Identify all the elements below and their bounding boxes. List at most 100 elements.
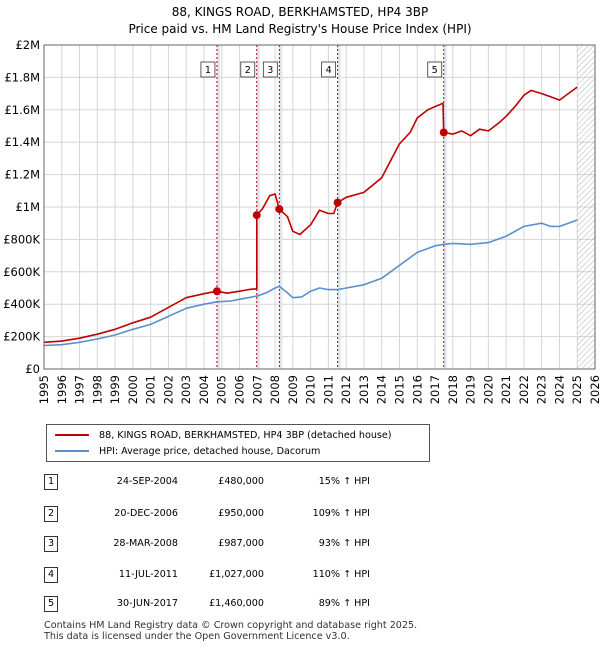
y-tick-label: £1.4M: [4, 135, 40, 149]
x-tick-label: 1997: [73, 375, 87, 404]
y-tick-label: £200K: [3, 330, 40, 344]
hpi-line: [44, 219, 578, 347]
x-tick-label: 2009: [286, 375, 300, 404]
property-price-line: [44, 86, 578, 344]
sale-number-label: 5: [432, 65, 438, 76]
legend-item-hpi: HPI: Average price, detached house, Daco…: [55, 446, 320, 457]
sale-point: [333, 198, 342, 207]
sale-number-label: 4: [326, 65, 332, 76]
y-tick-label: £1M: [15, 200, 40, 214]
sale-price: £987,000: [218, 538, 264, 549]
sale-number-box: [240, 61, 256, 78]
sale-number-box: [200, 61, 216, 78]
x-tick-label: 2025: [570, 375, 584, 404]
x-tick-label: 2017: [428, 375, 442, 404]
sale-band: [443, 45, 447, 369]
forecast-region: [577, 45, 595, 369]
series-group: [44, 86, 578, 347]
y-tick-label: £400K: [3, 297, 40, 311]
x-tick-label: 1999: [108, 375, 122, 404]
legend-label-hpi: HPI: Average price, detached house, Daco…: [99, 446, 321, 457]
sale-number-label: 1: [205, 65, 211, 76]
plot-frame: [43, 44, 596, 370]
sale-number-label: 2: [245, 65, 251, 76]
x-tick-label: 2014: [375, 375, 389, 404]
y-tick-label: £0: [25, 362, 40, 376]
footer-attribution: Contains HM Land Registry data © Crown c…: [44, 620, 417, 642]
sale-hpi-change: 110% ↑ HPI: [312, 569, 370, 580]
x-tick-label: 2008: [268, 375, 282, 404]
sale-point: [252, 211, 261, 220]
y-tick-label: £2M: [15, 38, 40, 52]
sale-date: 30-JUN-2017: [116, 598, 178, 609]
sale-point: [275, 205, 284, 214]
sale-point: [439, 128, 448, 137]
x-tick-label: 1996: [55, 375, 69, 404]
x-tick-label: 2007: [250, 375, 264, 404]
sale-band: [337, 45, 341, 369]
x-tick-label: 2026: [588, 375, 600, 404]
sale-hpi-change: 93% ↑ HPI: [318, 538, 370, 549]
x-tick-label: 2016: [410, 375, 424, 404]
x-tick-label: 2020: [481, 375, 495, 404]
sale-number-box: [427, 61, 443, 78]
y-tick-label: £600K: [3, 265, 40, 279]
chart-title: 88, KINGS ROAD, BERKHAMSTED, HP4 3BP: [172, 5, 428, 19]
chart-subtitle: Price paid vs. HM Land Registry's House …: [128, 22, 471, 36]
sale-number-badge: 5: [44, 596, 58, 612]
x-tick-label: 2012: [339, 375, 353, 404]
x-tick-label: 2021: [499, 375, 513, 404]
x-tick-label: 2002: [161, 375, 175, 404]
x-tick-label: 2015: [392, 375, 406, 404]
x-tick-label: 2018: [446, 375, 460, 404]
y-tick-label: £1.6M: [4, 103, 40, 117]
sale-date: 11-JUL-2011: [118, 569, 178, 580]
sale-price: £480,000: [218, 476, 264, 487]
x-tick-label: 2013: [357, 375, 371, 404]
sale-band: [216, 45, 220, 369]
sale-number-badge: 4: [44, 567, 58, 583]
legend-label-property: 88, KINGS ROAD, BERKHAMSTED, HP4 3BP (de…: [99, 430, 392, 441]
table-row: 1 24-SEP-2004 £480,000 15% ↑ HPI: [44, 474, 444, 490]
x-tick-label: 2023: [535, 375, 549, 404]
x-tick-label: 1998: [90, 375, 104, 404]
x-tick-label: 1995: [37, 375, 51, 404]
y-tick-label: £1.8M: [4, 70, 40, 84]
price-chart: 88, KINGS ROAD, BERKHAMSTED, HP4 3BP Pri…: [3, 5, 600, 404]
sale-date: 24-SEP-2004: [116, 476, 178, 487]
table-row: 5 30-JUN-2017 £1,460,000 89% ↑ HPI: [44, 596, 444, 612]
x-tick-label: 2022: [517, 375, 531, 404]
x-tick-label: 2003: [179, 375, 193, 404]
sale-number-box: [262, 61, 278, 78]
x-tick-label: 2004: [197, 375, 211, 404]
legend-swatch-hpi: [55, 450, 89, 452]
sale-number-label: 3: [267, 65, 273, 76]
table-row: 3 28-MAR-2008 £987,000 93% ↑ HPI: [44, 536, 444, 552]
sale-date: 28-MAR-2008: [113, 538, 178, 549]
sale-price: £1,460,000: [209, 598, 264, 609]
y-tick-label: £1.2M: [4, 168, 40, 182]
sale-point: [212, 287, 221, 296]
legend-swatch-property: [55, 434, 89, 436]
x-tick-label: 2024: [552, 375, 566, 404]
chart-legend: 88, KINGS ROAD, BERKHAMSTED, HP4 3BP (de…: [46, 424, 430, 462]
table-row: 2 20-DEC-2006 £950,000 109% ↑ HPI: [44, 506, 444, 522]
sale-date: 20-DEC-2006: [114, 508, 178, 519]
x-tick-label: 2006: [233, 375, 247, 404]
x-tick-label: 2011: [321, 375, 335, 404]
sale-number-badge: 3: [44, 536, 58, 552]
sale-hpi-change: 109% ↑ HPI: [312, 508, 370, 519]
legend-item-property: 88, KINGS ROAD, BERKHAMSTED, HP4 3BP (de…: [55, 430, 392, 441]
sale-hpi-change: 15% ↑ HPI: [318, 476, 370, 487]
x-tick-label: 2005: [215, 375, 229, 404]
footer-line-2: This data is licensed under the Open Gov…: [44, 631, 350, 642]
x-tick-label: 2001: [144, 375, 158, 404]
y-tick-label: £800K: [3, 232, 40, 246]
footer-line-1: Contains HM Land Registry data © Crown c…: [44, 620, 418, 631]
sale-band: [256, 45, 260, 369]
sale-hpi-change: 89% ↑ HPI: [318, 598, 370, 609]
x-tick-label: 2019: [464, 375, 478, 404]
x-tick-label: 2010: [304, 375, 318, 404]
table-row: 4 11-JUL-2011 £1,027,000 110% ↑ HPI: [44, 567, 444, 583]
x-tick-label: 2000: [126, 375, 140, 404]
